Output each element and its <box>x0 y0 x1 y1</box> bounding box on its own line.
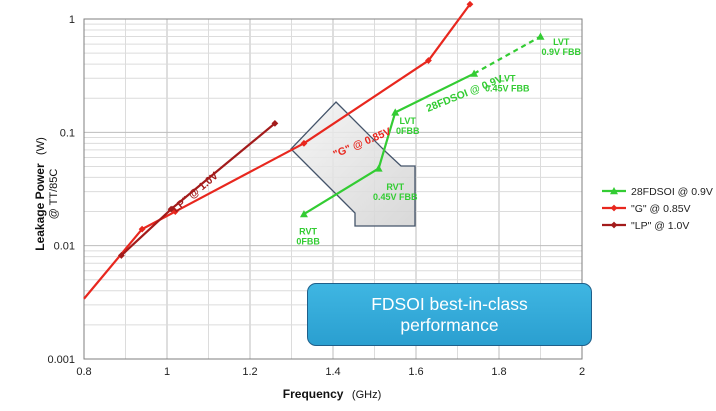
callout-line-1: FDSOI best-in-class <box>371 293 528 314</box>
data-point-triangle <box>391 108 400 116</box>
annotation-line: RVT <box>299 227 317 237</box>
legend-label: "LP" @ 1.0V <box>631 220 689 232</box>
x-axis-label: Frequency <box>283 387 344 401</box>
annotation-line: 0.45V FBB <box>485 84 530 94</box>
y-axis-ticks: 0.001 0.01 0.1 1 <box>47 14 75 366</box>
annotation-line: RVT <box>386 182 404 192</box>
point-annotation: RVT 0FBB <box>296 227 320 247</box>
series-2 <box>117 119 279 259</box>
y-axis-title: Leakage Power (W) @ TT/85C <box>31 137 60 251</box>
y-tick-label: 0.01 <box>54 241 75 253</box>
x-tick-label: 1.4 <box>325 366 340 378</box>
point-annotation: RVT 0.45V FBB <box>373 182 418 202</box>
data-point-triangle <box>299 210 308 218</box>
series-line <box>83 3 471 300</box>
data-point-diamond <box>271 119 279 127</box>
legend: 28FDSOI @ 0.9V "G" @ 0.85V "LP" @ 1.0V <box>602 186 713 232</box>
x-tick-label: 2 <box>579 366 585 378</box>
x-axis-unit: (GHz) <box>352 389 381 401</box>
legend-item: "G" @ 0.85V <box>602 203 691 215</box>
point-annotation: LVT 0.9V FBB <box>541 37 581 57</box>
y-axis-unit: (W) <box>35 137 47 155</box>
annotation-line: 0.45V FBB <box>373 192 418 202</box>
data-point-triangle <box>536 32 545 40</box>
annotation-line: 0.9V FBB <box>541 47 581 57</box>
legend-item: "LP" @ 1.0V <box>602 220 689 232</box>
annotation-line: LVT <box>499 74 516 84</box>
svg-text:Leakage Power (W): Leakage Power (W) <box>31 137 48 251</box>
x-tick-label: 1.2 <box>242 366 257 378</box>
series-line <box>303 72 475 216</box>
data-point-diamond <box>138 225 146 233</box>
x-tick-label: 0.8 <box>76 366 91 378</box>
data-point-diamond <box>167 205 175 213</box>
plot-area <box>83 18 583 360</box>
y-tick-label: 0.1 <box>60 127 75 139</box>
data-point-diamond <box>117 252 125 259</box>
data-point-diamond <box>171 208 179 215</box>
series-line-dashed <box>473 35 542 75</box>
data-point-diamond <box>300 139 308 147</box>
data-point-diamond <box>610 204 618 212</box>
x-axis-ticks: 0.8 1 1.2 1.4 1.6 1.8 2 <box>76 366 585 378</box>
y-tick-label: 1 <box>69 14 75 26</box>
point-annotation: LVT 0.45V FBB <box>485 74 530 94</box>
legend-label: "G" @ 0.85V <box>631 203 691 215</box>
x-tick-label: 1 <box>164 366 170 378</box>
data-point-triangle <box>610 187 618 195</box>
x-tick-label: 1.8 <box>491 366 506 378</box>
annotation-line: 0FBB <box>396 126 420 136</box>
data-point-diamond <box>610 221 618 229</box>
y-axis-sublabel: @ TT/85C <box>48 169 60 220</box>
callout-box: FDSOI best-in-class performance <box>307 283 592 346</box>
callout-line-2: performance <box>400 314 499 335</box>
series-0 <box>299 32 545 218</box>
down-arrow-shape <box>290 101 416 227</box>
data-point-diamond <box>425 57 432 64</box>
y-axis-label: Leakage Power <box>33 163 47 251</box>
x-tick-label: 1.6 <box>408 366 423 378</box>
annotation-line: LVT <box>553 37 570 47</box>
data-point-diamond <box>466 0 474 8</box>
data-point-triangle <box>374 164 383 172</box>
annotation-line: LVT <box>400 116 417 126</box>
legend-item: 28FDSOI @ 0.9V <box>602 186 713 198</box>
y-tick-label: 0.001 <box>47 354 75 366</box>
series-layer <box>83 0 545 300</box>
series-1 <box>83 0 474 300</box>
point-annotation: LVT 0FBB <box>396 116 420 136</box>
x-axis-title: Frequency (GHz) <box>283 385 381 402</box>
annotation-line: 0FBB <box>296 237 320 247</box>
data-point-triangle <box>470 69 479 77</box>
legend-label: 28FDSOI @ 0.9V <box>631 186 713 198</box>
